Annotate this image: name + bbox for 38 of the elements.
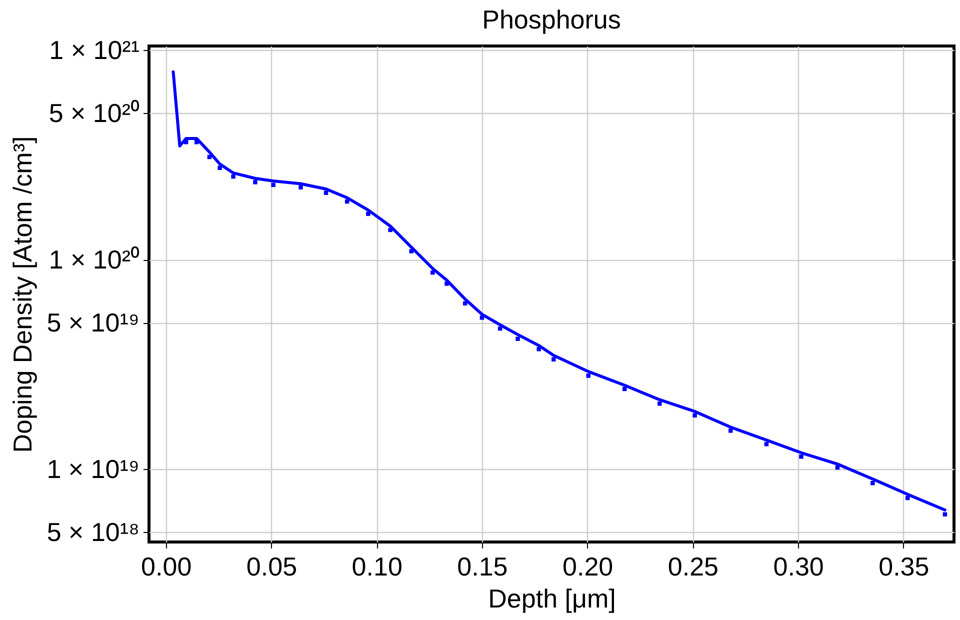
x-tick-label: 0.25: [668, 552, 718, 582]
point: [366, 212, 370, 216]
x-tick-label: 0.35: [878, 552, 930, 582]
point: [430, 270, 435, 275]
chart-title: Phosphorus: [482, 4, 621, 34]
y-tick-label: 1 × 10²⁰: [48, 244, 140, 274]
point: [586, 374, 590, 378]
point: [231, 174, 236, 179]
y-axis-title: Doping Density [Atom /cm³]: [8, 136, 38, 453]
point: [728, 428, 733, 433]
point: [271, 182, 276, 188]
point: [444, 282, 449, 286]
x-tick-label: 0.20: [562, 552, 614, 582]
point: [799, 454, 804, 459]
point: [516, 336, 520, 341]
y-tick-label: 5 × 10¹⁹: [46, 307, 140, 338]
x-tick-label: 0.30: [773, 552, 824, 582]
y-tick-label: 5 × 10²⁰: [48, 98, 140, 128]
x-tick-label: 0.00: [141, 552, 192, 582]
point: [870, 480, 875, 486]
point: [218, 166, 222, 170]
point: [942, 512, 948, 516]
x-tick-label: 0.05: [246, 552, 298, 582]
point: [324, 190, 328, 195]
point: [536, 347, 541, 352]
y-tick-label: 1 × 10²¹: [49, 34, 140, 65]
point: [480, 316, 484, 320]
x-axis-title: Depth [μm]: [488, 584, 616, 614]
y-tick-label: 1 × 10¹⁹: [46, 454, 140, 484]
y-tick-label: 5 × 10¹⁸: [46, 516, 140, 547]
x-tick-label: 0.15: [457, 552, 508, 582]
point: [692, 413, 697, 418]
point: [906, 496, 910, 500]
point: [298, 185, 303, 190]
point: [388, 228, 392, 232]
point: [253, 180, 258, 184]
x-tick-label: 0.10: [352, 552, 402, 582]
point: [409, 249, 414, 254]
